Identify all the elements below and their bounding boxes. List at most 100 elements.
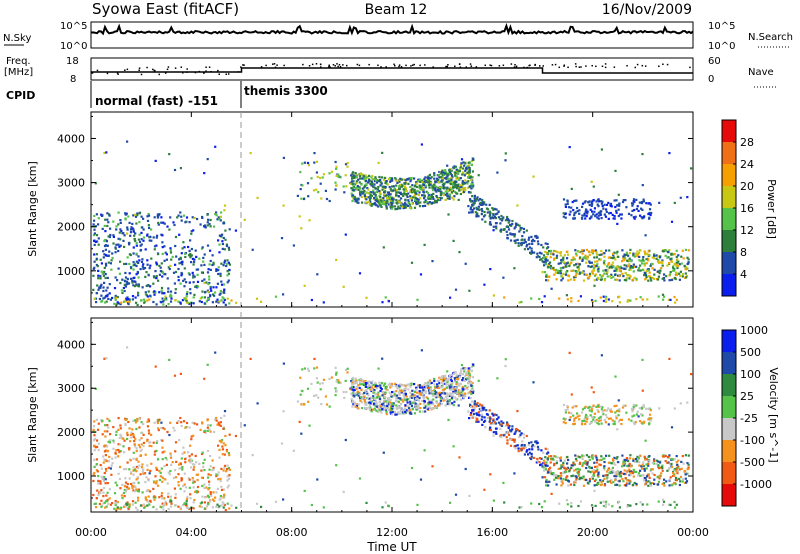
velocity-cell <box>169 456 173 459</box>
velocity-cell <box>628 482 631 485</box>
power-cell <box>394 177 397 180</box>
power-cell <box>504 159 507 162</box>
power-cell <box>112 220 115 223</box>
velocity-cell <box>169 454 172 457</box>
velocity-cell <box>191 463 194 466</box>
velocity-cell <box>431 407 434 410</box>
power-cell <box>475 198 478 201</box>
power-cell <box>108 235 111 239</box>
power-cell <box>506 215 509 219</box>
power-cell <box>469 200 473 203</box>
power-cell <box>222 297 225 300</box>
y-tick-label: 2000 <box>57 221 85 234</box>
nave-point <box>272 63 274 65</box>
velocity-cell <box>165 463 168 466</box>
velocity-cell <box>377 410 380 414</box>
power-cell <box>103 224 106 227</box>
power-cell <box>363 186 366 189</box>
velocity-cell <box>462 367 465 370</box>
power-cell <box>218 293 221 296</box>
power-cell <box>339 176 342 179</box>
nave-point <box>465 66 468 68</box>
velocity-cell <box>409 400 412 403</box>
nave-point <box>338 63 341 66</box>
power-cell <box>335 258 338 261</box>
velocity-cell <box>423 385 427 389</box>
velocity-cell <box>661 482 664 486</box>
power-cell <box>566 298 569 301</box>
velocity-cell <box>93 445 96 448</box>
power-cell <box>160 221 163 224</box>
velocity-cell <box>125 468 128 471</box>
velocity-cell <box>115 430 118 433</box>
velocity-cell <box>418 396 421 400</box>
power-cell <box>354 200 357 203</box>
power-cell <box>196 285 199 288</box>
power-cell <box>622 275 625 278</box>
nave-point <box>308 64 311 67</box>
power-cell <box>579 295 582 298</box>
power-cell <box>100 283 103 286</box>
power-cell <box>161 234 164 237</box>
power-cell <box>135 242 138 245</box>
velocity-cell <box>467 410 470 413</box>
velocity-cell <box>374 392 377 395</box>
velocity-cell <box>146 464 149 467</box>
power-cell <box>428 186 431 189</box>
power-cell <box>618 269 621 272</box>
power-cell <box>386 196 389 199</box>
power-cell <box>324 189 327 192</box>
power-cell <box>454 288 458 291</box>
velocity-cell <box>413 400 416 403</box>
power-cell <box>543 271 547 274</box>
power-cell <box>335 184 338 187</box>
power-cell <box>596 263 599 266</box>
power-cell <box>100 294 103 297</box>
velocity-cell <box>444 399 447 402</box>
power-cell <box>451 175 454 178</box>
colorbar-tick-label: 8 <box>740 246 747 259</box>
velocity-cell <box>475 403 478 406</box>
power-cell <box>643 250 646 253</box>
power-cell <box>161 252 164 255</box>
power-cell <box>572 276 576 279</box>
power-cell <box>97 223 100 226</box>
power-cell <box>390 189 393 192</box>
power-cell <box>363 195 366 198</box>
power-cell <box>352 174 355 177</box>
power-cell <box>682 257 685 260</box>
power-cell <box>350 180 354 183</box>
power-cell <box>641 298 644 301</box>
power-cell <box>217 272 220 276</box>
power-cell <box>366 187 369 190</box>
velocity-cell <box>357 384 360 387</box>
velocity-cell <box>404 388 407 391</box>
power-cell <box>190 261 193 264</box>
velocity-cell <box>125 488 128 491</box>
velocity-cell <box>186 506 189 509</box>
power-cell <box>136 303 139 307</box>
power-cell <box>344 174 347 177</box>
power-cell <box>462 190 466 193</box>
power-cell <box>613 217 616 220</box>
power-cell <box>470 206 473 209</box>
power-cell <box>609 265 612 268</box>
velocity-cell <box>146 439 149 442</box>
power-cell <box>649 277 652 280</box>
power-cell <box>100 270 103 273</box>
power-cell <box>155 277 158 280</box>
velocity-cell <box>121 497 124 500</box>
velocity-cell <box>410 404 413 408</box>
power-cell <box>167 287 170 290</box>
power-cell <box>449 171 452 174</box>
velocity-cell <box>179 416 182 420</box>
power-cell <box>595 213 598 216</box>
power-cell <box>391 179 394 182</box>
power-cell <box>124 280 127 283</box>
power-cell <box>506 217 509 220</box>
power-cell <box>330 170 333 173</box>
power-cell <box>638 255 641 258</box>
velocity-cell <box>410 402 414 405</box>
velocity-cell <box>530 455 533 458</box>
power-cell <box>690 167 693 170</box>
